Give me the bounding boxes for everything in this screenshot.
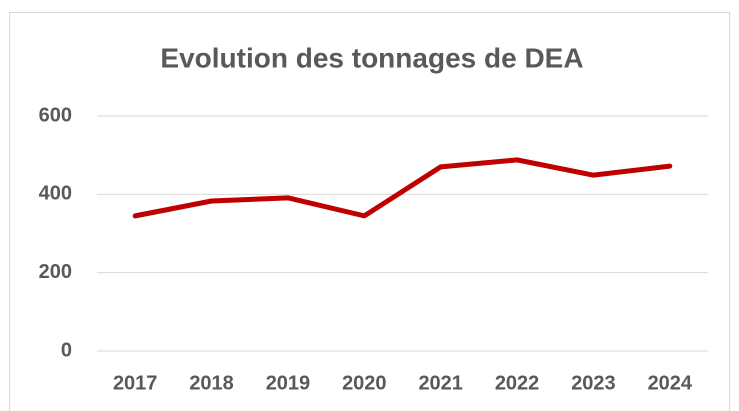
y-tick-label: 200 <box>39 261 72 283</box>
x-tick-label: 2022 <box>495 372 540 394</box>
y-tick-label: 400 <box>39 183 72 205</box>
x-tick-label: 2020 <box>342 372 387 394</box>
x-tick-label: 2017 <box>113 372 158 394</box>
x-tick-label: 2019 <box>266 372 311 394</box>
x-tick-label: 2018 <box>189 372 234 394</box>
x-tick-label: 2023 <box>571 372 616 394</box>
x-tick-label: 2024 <box>648 372 693 394</box>
chart-title: Evolution des tonnages de DEA <box>160 42 583 73</box>
data-line <box>132 157 673 219</box>
y-tick-label: 0 <box>61 339 72 361</box>
x-tick-label: 2021 <box>418 372 463 394</box>
y-tick-label: 600 <box>39 104 72 126</box>
